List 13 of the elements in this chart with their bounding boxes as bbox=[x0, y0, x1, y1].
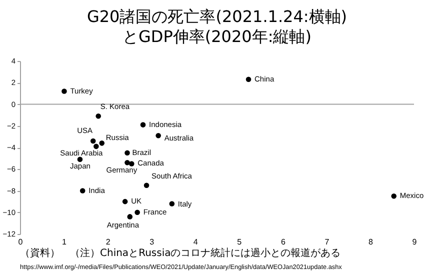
x-tick-label: 2 bbox=[106, 238, 111, 246]
x-tick-label: 4 bbox=[193, 238, 198, 246]
x-tick-label: 5 bbox=[237, 238, 242, 246]
x-tick-label: 1 bbox=[62, 238, 68, 246]
x-tick-label: 6 bbox=[280, 238, 286, 246]
x-tick-label: 0 bbox=[18, 238, 24, 246]
x-tick-label: 9 bbox=[412, 238, 418, 246]
x-tick-label: 7 bbox=[324, 238, 330, 246]
text: （資料） bbox=[20, 246, 60, 260]
x-tick-label: 8 bbox=[368, 238, 374, 246]
x-tick-label: 3 bbox=[150, 238, 155, 246]
chart-title: G20諸国の死亡率(2021.1.24:横軸) とGDP伸率(2020年:縦軸) bbox=[86, 7, 348, 46]
text: （注）ChinaとRussiaのコロナ統計には過小との報道がある bbox=[70, 246, 341, 260]
